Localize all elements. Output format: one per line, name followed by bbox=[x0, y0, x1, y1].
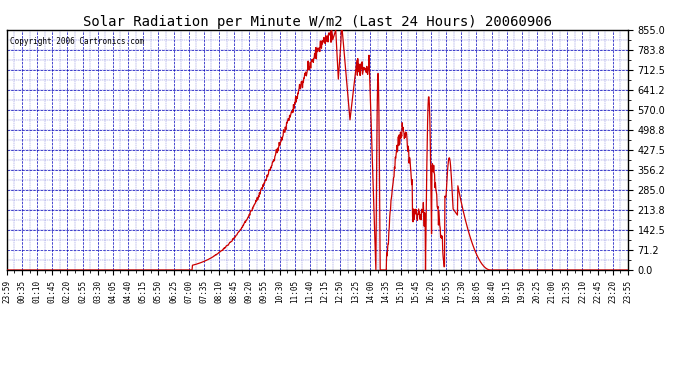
Title: Solar Radiation per Minute W/m2 (Last 24 Hours) 20060906: Solar Radiation per Minute W/m2 (Last 24… bbox=[83, 15, 552, 29]
Text: Copyright 2006 Cartronics.com: Copyright 2006 Cartronics.com bbox=[10, 37, 144, 46]
